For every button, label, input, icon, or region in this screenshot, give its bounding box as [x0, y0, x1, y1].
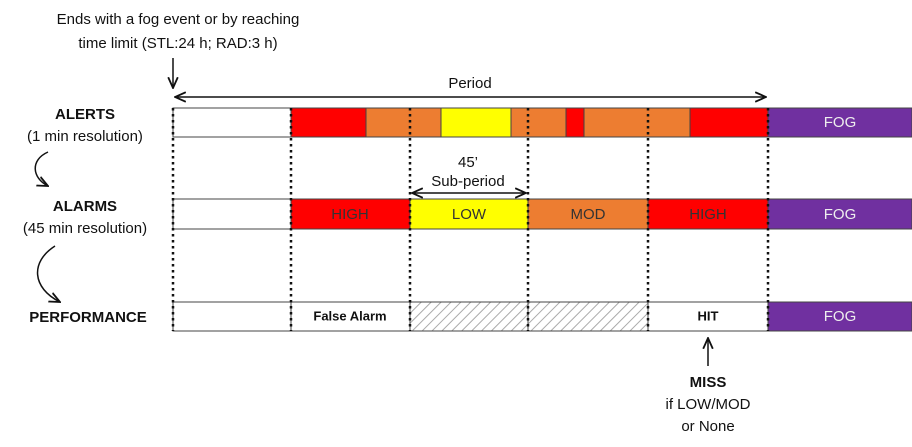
row-resolution: (45 min resolution): [23, 220, 147, 237]
segment-label: HIGH: [689, 206, 727, 223]
dotted-lines: [171, 108, 770, 331]
segment-label: LOW: [452, 206, 487, 223]
segment-label: False Alarm: [313, 308, 386, 323]
segment-label: HIGH: [331, 206, 369, 223]
period-label: Period: [448, 75, 491, 92]
subperiod-label: 45’: [458, 154, 478, 171]
fog-label: FOG: [824, 206, 857, 223]
fog-label: FOG: [824, 308, 857, 325]
curved-arrow: [36, 245, 60, 302]
row-name: PERFORMANCE: [29, 309, 147, 326]
row-name: ALARMS: [53, 198, 117, 215]
miss-note: or None: [681, 418, 734, 435]
curved-arrow: [34, 151, 48, 186]
segment-label: MOD: [571, 206, 606, 223]
fog-label: FOG: [824, 114, 857, 131]
miss-note: if LOW/MOD: [666, 396, 751, 413]
performance-row: [172, 301, 912, 332]
note-line: Ends with a fog event or by reaching: [57, 11, 300, 28]
segment-label: HIT: [698, 308, 719, 323]
alerts-row: [172, 107, 912, 138]
note-line: time limit (STL:24 h; RAD:3 h): [78, 35, 277, 52]
subperiod-label: Sub-period: [431, 173, 504, 190]
row-resolution: (1 min resolution): [27, 128, 143, 145]
alarms-row: [172, 198, 912, 230]
miss-title: MISS: [690, 374, 727, 391]
row-name: ALERTS: [55, 106, 115, 123]
